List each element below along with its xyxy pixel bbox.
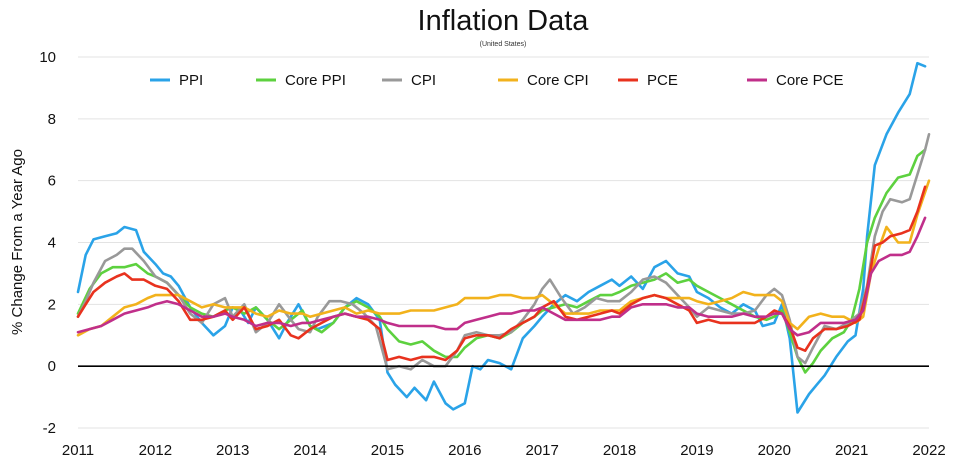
y-tick-label: 4 [48, 235, 56, 252]
y-axis-ticks: -2 0 2 4 6 8 10 [39, 49, 56, 437]
legend-label: CPI [411, 72, 436, 89]
x-tick-label: 2017 [525, 442, 558, 459]
legend-item-ppi: PPI [150, 72, 203, 89]
x-tick-label: 2012 [139, 442, 172, 459]
y-tick-label: 2 [48, 296, 56, 313]
x-tick-label: 2016 [448, 442, 481, 459]
legend-item-pce: PCE [618, 72, 678, 89]
series-line-pce [76, 185, 927, 362]
y-tick-label: -2 [43, 420, 56, 437]
legend-item-core-pce: Core PCE [747, 72, 844, 89]
legend-item-core-ppi: Core PPI [256, 72, 346, 89]
y-axis-label: % Change From a Year Ago [9, 149, 26, 335]
x-tick-label: 2013 [216, 442, 249, 459]
y-tick-label: 6 [48, 173, 56, 190]
series-line-core-cpi [76, 179, 931, 337]
y-tick-label: 8 [48, 111, 56, 128]
series-line-core-pce [76, 216, 927, 337]
series-lines [76, 61, 931, 414]
series-line-cpi [76, 133, 931, 371]
gridlines [78, 56, 929, 429]
legend-label: PPI [179, 72, 203, 89]
y-tick-label: 0 [48, 358, 56, 375]
x-tick-label: 2020 [758, 442, 791, 459]
x-tick-label: 2019 [680, 442, 713, 459]
chart-title: Inflation Data [418, 5, 590, 37]
x-tick-label: 2022 [912, 442, 945, 459]
x-tick-label: 2018 [603, 442, 636, 459]
x-tick-label: 2015 [371, 442, 404, 459]
legend-label: Core CPI [527, 72, 589, 89]
y-tick-label: 10 [39, 49, 56, 66]
legend-item-cpi: CPI [382, 72, 436, 89]
legend-label: Core PPI [285, 72, 346, 89]
legend: PPI Core PPI CPI Core CPI PCE Core PCE [150, 72, 844, 89]
series-line-ppi [76, 61, 927, 414]
legend-label: Core PCE [776, 72, 844, 89]
x-axis-ticks: 2011 2012 2013 2014 2015 2016 2017 2018 2019 2020… [62, 442, 946, 459]
x-tick-label: 2014 [293, 442, 326, 459]
chart-subtitle: (United States) [480, 41, 527, 48]
legend-label: PCE [647, 72, 678, 89]
series-line-core-ppi [76, 148, 927, 374]
legend-item-core-cpi: Core CPI [498, 72, 589, 89]
x-tick-label: 2021 [835, 442, 868, 459]
x-tick-label: 2011 [62, 442, 94, 459]
